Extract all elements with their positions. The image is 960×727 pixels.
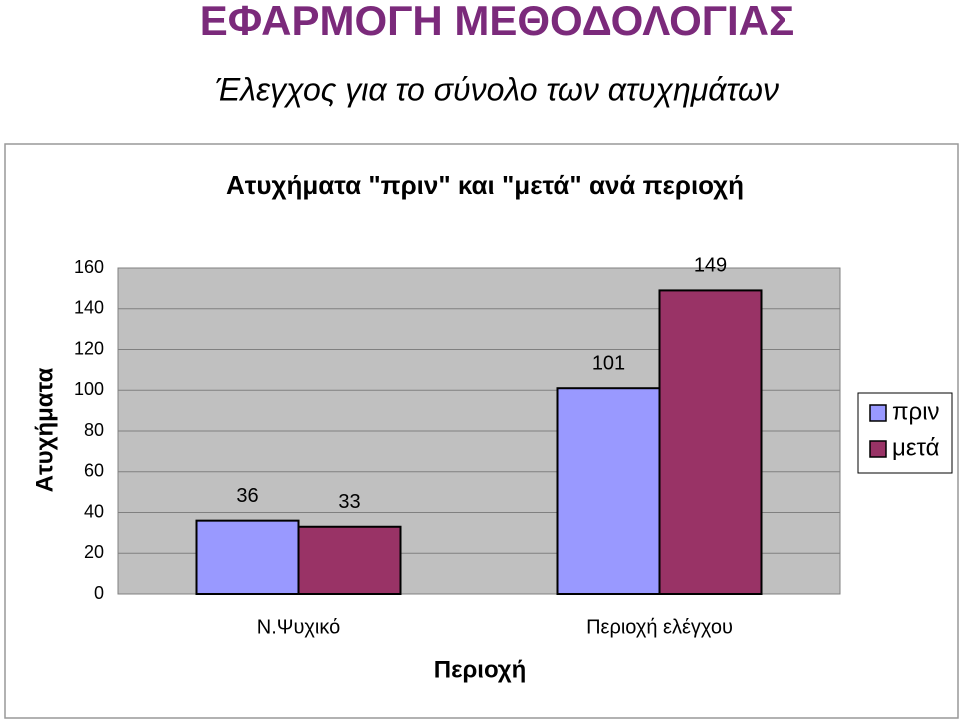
y-tick-label: 120 — [74, 338, 104, 358]
y-tick-label: 100 — [74, 379, 104, 399]
value-label: 101 — [592, 352, 625, 374]
slide-subtitle: Έλεγχος για το σύνολο των ατυχημάτων — [215, 71, 779, 107]
legend-label: μετά — [892, 434, 940, 461]
y-axis-label: Ατυχήματα — [31, 367, 58, 492]
x-tick-label: Ν.Ψυχικό — [257, 616, 340, 638]
y-tick-label: 0 — [94, 583, 104, 603]
y-tick-label: 160 — [74, 257, 104, 277]
x-tick-label: Περιοχή ελέγχου — [586, 616, 733, 638]
bar — [297, 525, 402, 596]
bar — [556, 387, 661, 595]
legend-swatch — [869, 404, 887, 422]
value-label: 33 — [338, 491, 360, 513]
x-axis-label: Περιοχή — [434, 656, 527, 683]
value-label: 36 — [236, 485, 258, 507]
bar — [658, 289, 763, 595]
y-tick-label: 40 — [84, 501, 104, 521]
y-tick-label: 60 — [84, 461, 104, 481]
y-tick-label: 140 — [74, 298, 104, 318]
slide-title: ΕΦΑΡΜΟΓΗ ΜΕΘΟΔΟΛΟΓΙΑΣ — [200, 0, 794, 44]
y-tick-label: 80 — [84, 420, 104, 440]
legend-label: πριν — [892, 398, 940, 425]
chart-title: Ατυχήματα "πριν" και "μετά" ανά περιοχή — [226, 170, 744, 200]
legend-swatch — [869, 440, 887, 458]
y-tick-label: 20 — [84, 542, 104, 562]
bar — [195, 519, 300, 596]
value-label: 149 — [694, 255, 727, 277]
